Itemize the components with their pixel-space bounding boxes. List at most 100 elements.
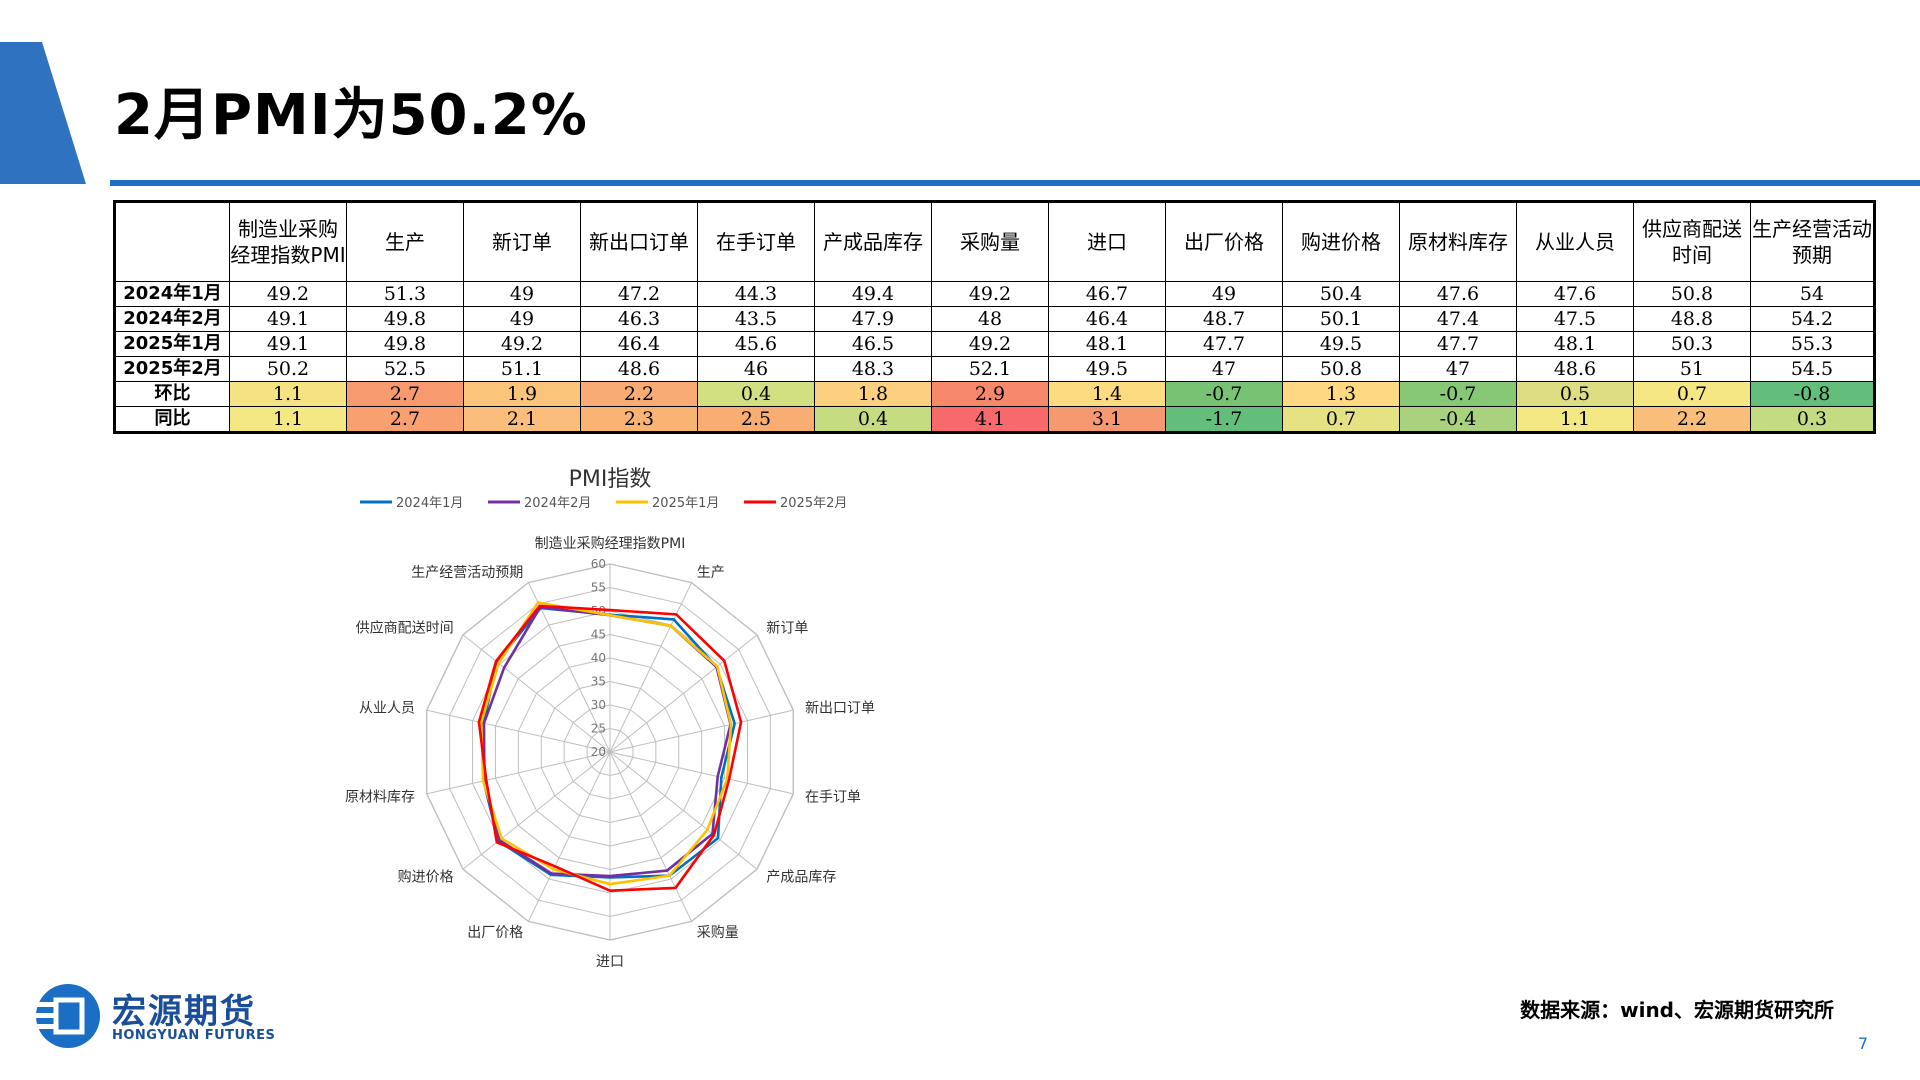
table-cell: 49.2 [229,281,347,307]
table-cell: 46.3 [580,306,698,332]
table-header-cell: 购进价格 [1282,201,1400,282]
table-cell: 54.2 [1750,306,1875,332]
table-header-cell: 制造业采购经理指数PMI [229,201,347,282]
table-cell: 47.7 [1399,331,1517,357]
radar-spoke [609,709,794,753]
table-header-cell: 出厂价格 [1165,201,1283,282]
table-header-cell: 原材料库存 [1399,201,1517,282]
table-cell: 48.3 [814,356,932,382]
table-cell: 47.6 [1516,281,1634,307]
table-cell: 48.8 [1633,306,1751,332]
table-cell: 48.6 [1516,356,1634,382]
radar-tick-label: 45 [591,628,606,642]
radar-tick-label: 35 [591,675,606,689]
table-cell: 51.1 [463,356,581,382]
table-cell: 51.3 [346,281,464,307]
radar-spoke [426,751,611,795]
table-cell: 1.1 [229,381,347,407]
legend-label: 2024年1月 [396,496,463,511]
slide-accent-shape [0,42,86,184]
table-header-row: 制造业采购经理指数PMI 生产 新订单 新出口订单 在手订单 产成品库存 采购量 进口 出厂价格… [114,201,1875,282]
table-cell: 50.8 [1633,281,1751,307]
table-cell: 0.5 [1516,381,1634,407]
radar-axis-label: 原材料库存 [345,790,415,806]
table-cell: 50.2 [229,356,347,382]
table-cell: 48 [931,306,1049,332]
table-header-cell: 采购量 [931,201,1049,282]
table-cell: 49.2 [931,331,1049,357]
table-cell: 51 [1633,356,1751,382]
radar-spoke [462,751,611,870]
radar-tick-label: 30 [591,698,606,712]
table-cell: 49.4 [814,281,932,307]
table-cell: 1.8 [814,381,932,407]
radar-axis-label: 新订单 [766,620,808,636]
row-label: 2025年2月 [114,356,230,382]
table-cell: 52.5 [346,356,464,382]
radar-axis-label: 产成品库存 [766,870,836,886]
radar-axis-label: 生产 [697,565,725,581]
legend-item: 2024年2月 [488,496,591,511]
table-cell: 49.5 [1282,331,1400,357]
table-cell: 2.7 [346,406,464,433]
table-cell: 47.5 [1516,306,1634,332]
table-cell: 46 [697,356,815,382]
radar-axis-label: 出厂价格 [467,925,523,941]
table-cell: 54 [1750,281,1875,307]
table-cell: 47.6 [1399,281,1517,307]
table-cell: 47.7 [1165,331,1283,357]
table-cell: 1.1 [1516,406,1634,433]
radar-grid [426,563,794,941]
table-cell: 48.1 [1048,331,1166,357]
table-cell: -0.8 [1750,381,1875,407]
logo-company-name: 宏源期货 [112,992,256,1032]
row-label: 2025年1月 [114,331,230,357]
table-row: 2025年1月 49.1 49.8 49.2 46.4 45.6 46.5 49.2 48.1 4… [114,331,1875,357]
table-cell: -0.7 [1165,381,1283,407]
radar-spoke [609,582,693,753]
chart-legend: 2024年1月 2024年2月 2025年1月 2025年2月 [360,496,847,511]
table-header-cell: 从业人员 [1516,201,1634,282]
table-cell: 2.5 [697,406,815,433]
radar-axis-label: 在手订单 [805,790,861,806]
data-source-note: 数据来源：wind、宏源期货研究所 [1520,998,1834,1022]
company-logo: 宏源期货 HONGYUAN FUTURES [34,982,294,1052]
table-cell: 45.6 [697,331,815,357]
radar-axis-label: 供应商配送时间 [356,619,454,636]
table-cell: 1.9 [463,381,581,407]
radar-spoke [462,634,611,753]
page-title: 2月PMI为50.2% [114,83,588,148]
table-header-cell: 新出口订单 [580,201,698,282]
legend-item: 2025年1月 [616,496,719,511]
radar-axis-label: 采购量 [697,925,739,941]
table-cell: 46.4 [580,331,698,357]
legend-item: 2024年1月 [360,496,463,511]
table-header-cell [114,201,230,282]
table-header-cell: 新订单 [463,201,581,282]
row-label: 环比 [114,381,230,407]
table-cell: 1.4 [1048,381,1166,407]
radar-axis-label: 购进价格 [398,870,454,886]
table-cell: 49 [463,306,581,332]
table-cell: 47.4 [1399,306,1517,332]
table-cell: 2.7 [346,381,464,407]
radar-series-line [477,604,743,892]
radar-spoke [609,634,758,753]
table-row: 2025年2月 50.2 52.5 51.1 48.6 46 48.3 52.1 49.5 47 5… [114,356,1875,382]
radar-spoke [609,751,758,870]
radar-axis-label: 生产经营活动预期 [411,565,523,581]
table-cell: 2.2 [580,381,698,407]
title-divider [110,180,1920,186]
table-cell: 46.5 [814,331,932,357]
row-label: 2024年1月 [114,281,230,307]
row-label: 2024年2月 [114,306,230,332]
table-row: 环比 1.1 2.7 1.9 2.2 0.4 1.8 2.9 1.4 -0.7 1.3 -0.7 0.5… [114,381,1875,407]
table-cell: 46.7 [1048,281,1166,307]
page-number: 7 [1857,1034,1868,1053]
radar-tick-label: 20 [591,745,606,759]
radar-series [477,601,743,892]
table-header-cell: 产成品库存 [814,201,932,282]
table-cell: 50.1 [1282,306,1400,332]
